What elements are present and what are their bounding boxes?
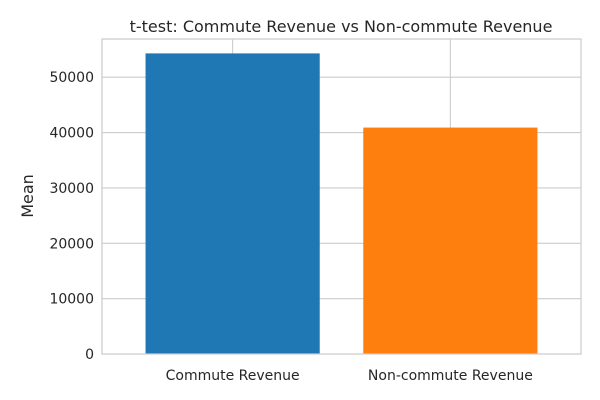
y-axis-label: Mean (18, 174, 37, 218)
bars (145, 53, 538, 354)
x-tick-label: Commute Revenue (166, 368, 300, 384)
y-tick-label: 50000 (49, 70, 94, 86)
y-tick-label: 0 (85, 347, 94, 363)
y-tick-label: 20000 (49, 236, 94, 252)
y-tick-label: 40000 (49, 126, 94, 142)
bar-non-commute-revenue (363, 127, 538, 354)
y-axis-ticks: 0 10000 20000 30000 40000 50000 (49, 70, 94, 363)
x-axis-ticks: Commute Revenue Non-commute Revenue (166, 368, 533, 384)
plot-frame (101, 38, 582, 355)
bar-commute-revenue (145, 53, 320, 354)
chart-title: t-test: Commute Revenue vs Non-commute R… (130, 17, 553, 36)
x-tick-label: Non-commute Revenue (368, 368, 533, 384)
y-tick-label: 30000 (49, 181, 94, 197)
y-tick-label: 10000 (49, 292, 94, 308)
